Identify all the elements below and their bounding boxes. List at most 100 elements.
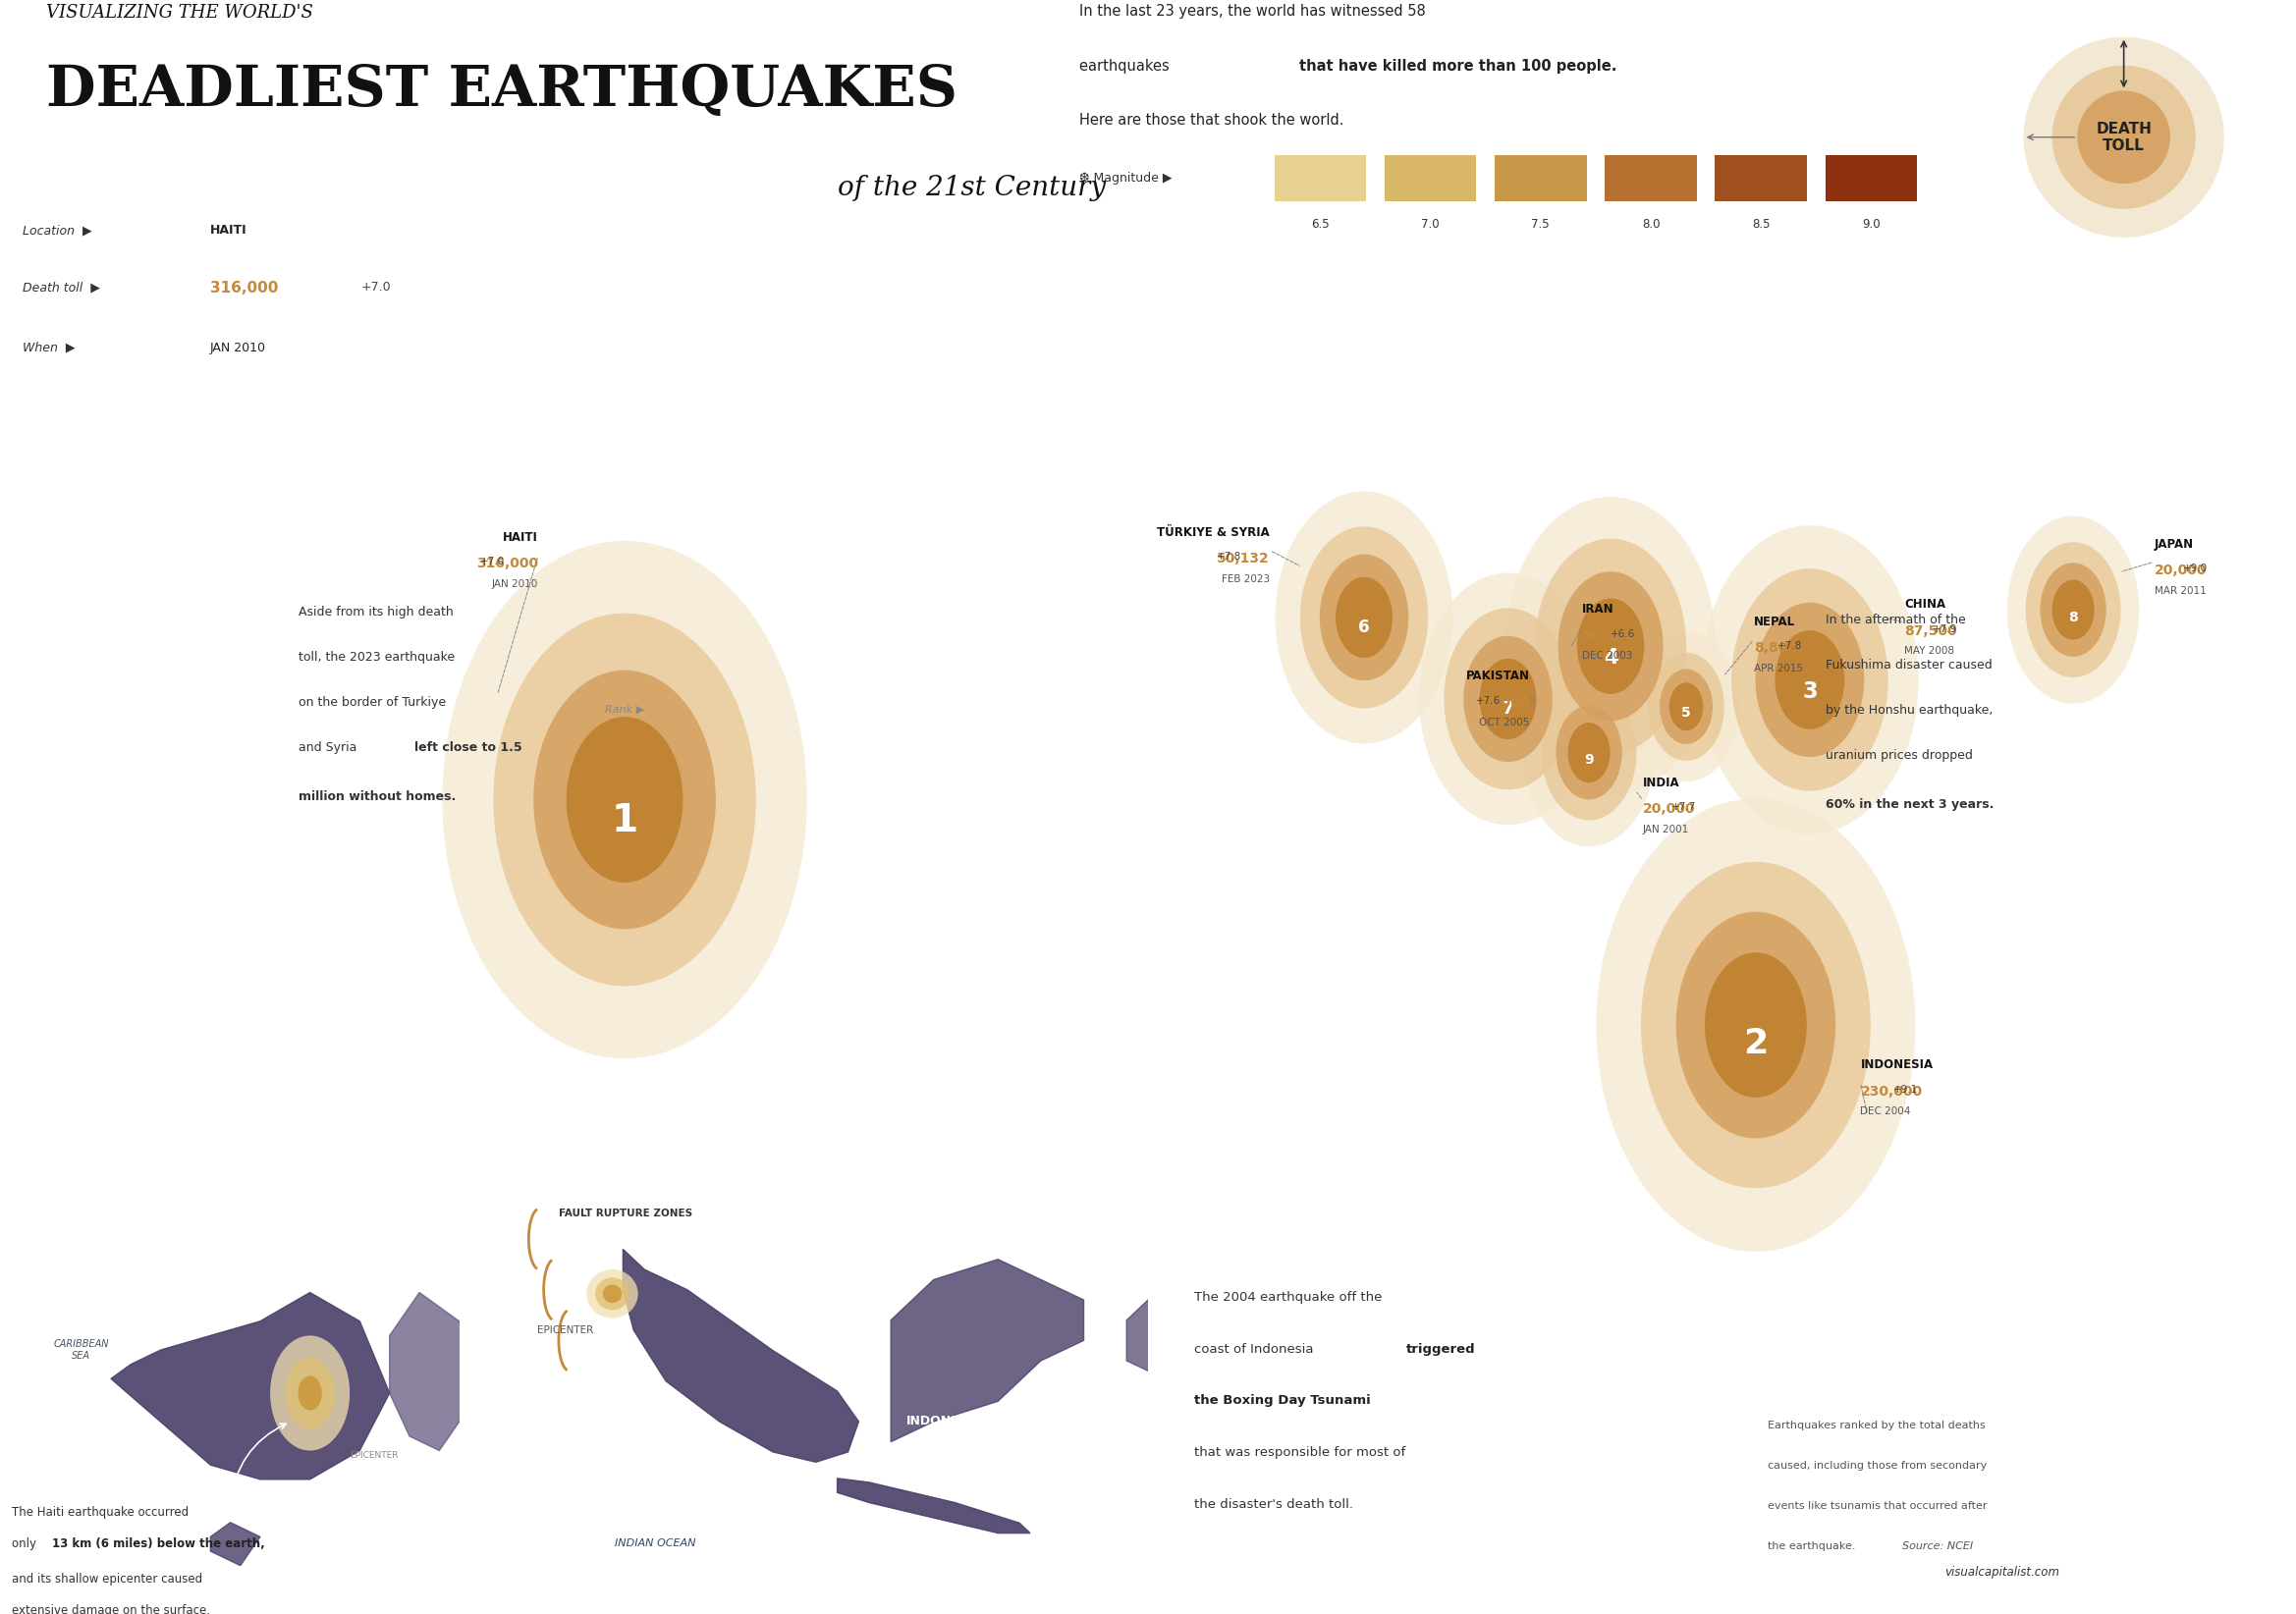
Ellipse shape: [2023, 37, 2225, 237]
Ellipse shape: [271, 1335, 349, 1451]
Ellipse shape: [2007, 516, 2140, 704]
Ellipse shape: [2053, 579, 2094, 639]
Text: Earthquakes ranked by the total deaths: Earthquakes ranked by the total deaths: [1768, 1420, 1986, 1430]
Text: 50,132: 50,132: [1217, 552, 1270, 567]
Ellipse shape: [1568, 723, 1609, 783]
Ellipse shape: [1336, 578, 1394, 659]
Text: 8.5: 8.5: [1752, 218, 1770, 231]
Text: APR 2015: APR 2015: [1754, 663, 1802, 673]
Text: HAITI: HAITI: [503, 531, 537, 544]
Ellipse shape: [2041, 563, 2105, 657]
Ellipse shape: [1596, 799, 1915, 1251]
Text: 4: 4: [1603, 649, 1619, 668]
Text: MAY 2008: MAY 2008: [1903, 646, 1954, 655]
Ellipse shape: [1320, 554, 1407, 681]
Text: +7.8: +7.8: [1217, 552, 1242, 562]
Text: INDIA: INDIA: [1644, 776, 1681, 789]
Text: TÜRKIYE & SYRIA: TÜRKIYE & SYRIA: [1157, 526, 1270, 539]
Text: INDONESIA: INDONESIA: [907, 1415, 983, 1428]
Ellipse shape: [1756, 602, 1864, 757]
Text: 5: 5: [1681, 705, 1690, 720]
Text: +7.9: +7.9: [1933, 625, 1958, 634]
Text: In the aftermath of the: In the aftermath of the: [1825, 613, 1965, 626]
FancyBboxPatch shape: [1384, 155, 1476, 202]
Text: the Boxing Day Tsunami: the Boxing Day Tsunami: [1194, 1394, 1371, 1407]
Ellipse shape: [2053, 66, 2195, 208]
Ellipse shape: [1669, 683, 1704, 731]
Ellipse shape: [1444, 608, 1573, 789]
Text: on the border of Turkiye: on the border of Turkiye: [298, 696, 445, 709]
Text: ❆ Magnitude ▶: ❆ Magnitude ▶: [1079, 173, 1171, 186]
Text: the earthquake.: the earthquake.: [1768, 1541, 1860, 1551]
Text: Rank ▶: Rank ▶: [604, 704, 645, 713]
Text: visualcapitalist.com: visualcapitalist.com: [1945, 1566, 2060, 1578]
Polygon shape: [838, 1478, 1031, 1533]
Ellipse shape: [494, 613, 755, 986]
Ellipse shape: [1522, 659, 1655, 846]
Text: +7.6: +7.6: [1476, 696, 1502, 705]
Text: JAPAN: JAPAN: [2154, 537, 2193, 550]
Text: 87,500: 87,500: [1903, 625, 1956, 638]
Text: EPICENTER: EPICENTER: [349, 1451, 400, 1459]
FancyBboxPatch shape: [1825, 155, 1917, 202]
Text: DEADLIEST EARTHQUAKES: DEADLIEST EARTHQUAKES: [46, 63, 957, 118]
Text: JAN 2010: JAN 2010: [491, 579, 537, 589]
Text: 60% in the next 3 years.: 60% in the next 3 years.: [1825, 799, 1993, 812]
Ellipse shape: [1676, 912, 1835, 1138]
Text: 13 km (6 miles) below the earth,: 13 km (6 miles) below the earth,: [53, 1538, 264, 1551]
Ellipse shape: [2078, 90, 2170, 184]
Text: earthquakes: earthquakes: [1079, 58, 1173, 74]
Ellipse shape: [1701, 525, 1919, 834]
Text: FEB 2023: FEB 2023: [1221, 575, 1270, 584]
Text: DEATH
TOLL: DEATH TOLL: [2096, 121, 2151, 153]
Text: 8.0: 8.0: [1642, 218, 1660, 231]
Text: The Haiti earthquake occurred: The Haiti earthquake occurred: [11, 1506, 188, 1519]
Text: INDONESIA: INDONESIA: [1860, 1059, 1933, 1072]
Ellipse shape: [298, 1375, 321, 1411]
Text: HAITI: HAITI: [209, 224, 246, 237]
Text: +7.7: +7.7: [1671, 802, 1697, 812]
Text: and its shallow epicenter caused: and its shallow epicenter caused: [11, 1572, 202, 1585]
Text: extensive damage on the surface.: extensive damage on the surface.: [11, 1604, 209, 1614]
Ellipse shape: [1577, 599, 1644, 694]
Text: only: only: [11, 1538, 39, 1551]
Ellipse shape: [443, 541, 806, 1059]
Ellipse shape: [1557, 705, 1621, 799]
Text: 80,000: 80,000: [1476, 696, 1529, 710]
Text: JAN 2010: JAN 2010: [209, 341, 266, 353]
Text: Location  ▶: Location ▶: [23, 224, 92, 237]
Ellipse shape: [1506, 497, 1715, 796]
Text: 6: 6: [1359, 618, 1371, 636]
Ellipse shape: [1642, 862, 1871, 1188]
Text: +9.0: +9.0: [2183, 563, 2206, 573]
Text: 3: 3: [1802, 681, 1818, 704]
Text: 6.5: 6.5: [1311, 218, 1329, 231]
Text: FAULT RUPTURE ZONES: FAULT RUPTURE ZONES: [558, 1209, 693, 1219]
Ellipse shape: [1649, 652, 1724, 760]
Ellipse shape: [533, 670, 716, 930]
Text: the disaster's death toll.: the disaster's death toll.: [1194, 1498, 1352, 1511]
Ellipse shape: [1274, 491, 1453, 744]
FancyBboxPatch shape: [1274, 155, 1366, 202]
Ellipse shape: [585, 1270, 638, 1319]
Polygon shape: [211, 1522, 259, 1566]
Text: 50,000: 50,000: [1582, 629, 1635, 642]
Text: The 2004 earthquake off the: The 2004 earthquake off the: [1194, 1291, 1382, 1304]
Ellipse shape: [1559, 571, 1662, 721]
Text: of the 21st Century: of the 21st Century: [838, 174, 1107, 202]
Text: 316,000: 316,000: [209, 281, 278, 295]
Ellipse shape: [567, 717, 682, 883]
Ellipse shape: [595, 1278, 629, 1311]
Polygon shape: [1127, 1299, 1192, 1382]
Text: EPICENTER: EPICENTER: [537, 1325, 592, 1335]
Text: DEC 2004: DEC 2004: [1860, 1107, 1910, 1117]
Text: +9.1: +9.1: [1894, 1085, 1919, 1094]
Text: 8,800: 8,800: [1754, 641, 1798, 655]
FancyBboxPatch shape: [1715, 155, 1807, 202]
Text: MAR 2011: MAR 2011: [2154, 586, 2206, 596]
Text: 2: 2: [1743, 1027, 1768, 1060]
FancyBboxPatch shape: [1495, 155, 1587, 202]
Text: left close to 1.5: left close to 1.5: [413, 741, 521, 754]
Text: coast of Indonesia: coast of Indonesia: [1194, 1343, 1318, 1356]
Text: 8: 8: [2069, 610, 2078, 625]
